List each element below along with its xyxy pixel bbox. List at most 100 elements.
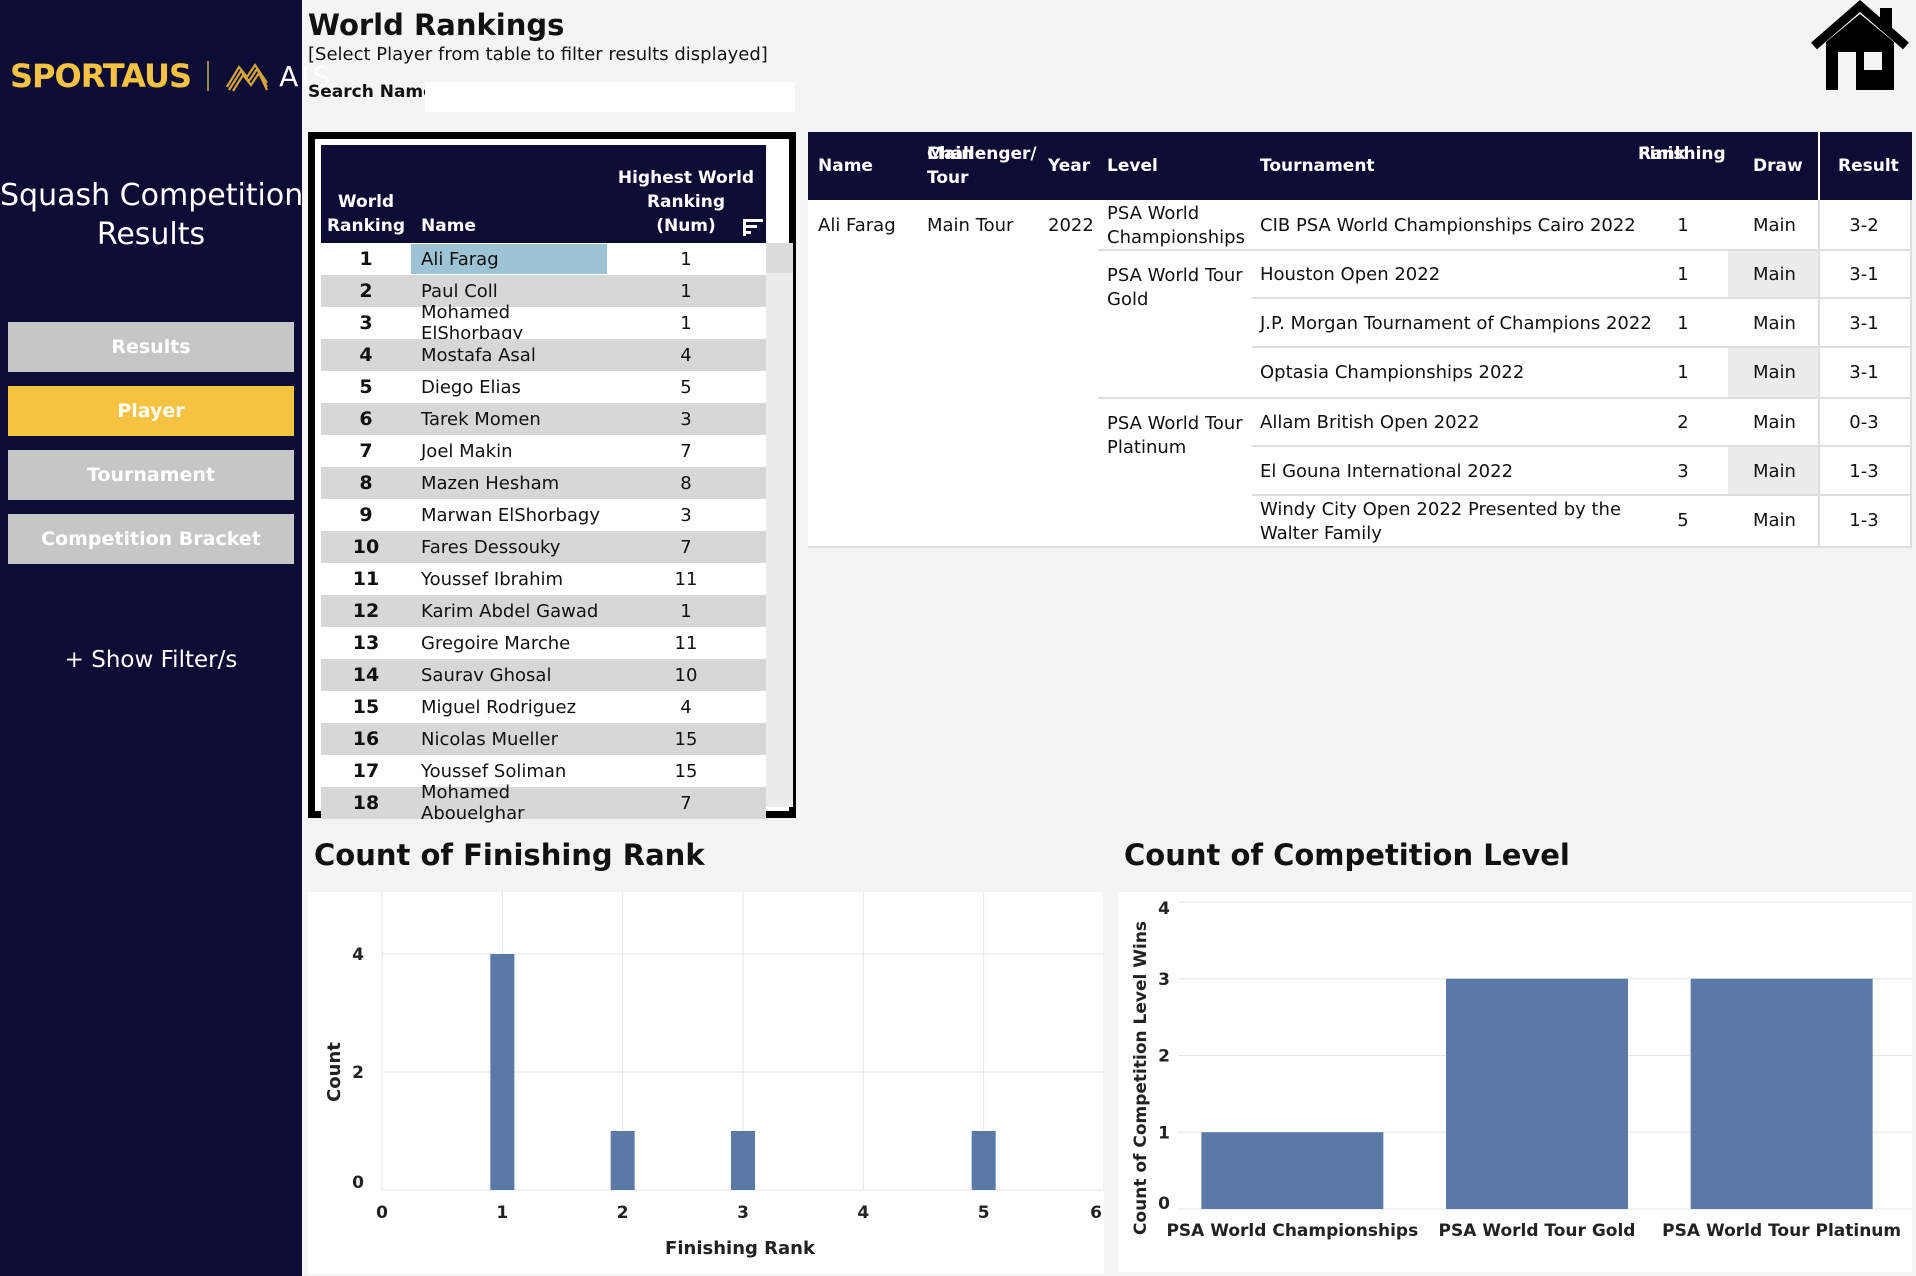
- ranking-row[interactable]: 3 Mohamed ElShorbagy 1: [321, 302, 766, 344]
- ranking-player-name[interactable]: Nicolas Mueller: [421, 728, 558, 750]
- nav-competition-bracket-button[interactable]: Competition Bracket: [8, 514, 294, 564]
- col-name[interactable]: Name: [421, 216, 476, 236]
- result-finishing-rank: 1: [1677, 215, 1689, 236]
- bar-competition-level-3[interactable]: [1690, 978, 1873, 1209]
- bar-finishing-rank-2[interactable]: [610, 1131, 635, 1190]
- bar-finishing-rank-5[interactable]: [971, 1131, 996, 1190]
- ranking-row[interactable]: 6 Tarek Momen 3: [321, 403, 766, 435]
- ranking-row[interactable]: 1 Ali Farag 1: [321, 243, 766, 275]
- ranking-highest: 10: [674, 664, 698, 686]
- ranking-number: 15: [352, 696, 380, 718]
- chart-finishing-rank-title: Count of Finishing Rank: [314, 838, 705, 872]
- bar-finishing-rank-1[interactable]: [490, 954, 515, 1190]
- app-title-line1: Squash Competition &: [0, 178, 337, 213]
- ranking-row[interactable]: 4 Mostafa Asal 4: [321, 339, 766, 371]
- y-axis-label: Count of Competition Level Wins: [1131, 921, 1151, 1235]
- col-tournament[interactable]: Tournament: [1260, 156, 1375, 176]
- ranking-number: 14: [352, 664, 380, 686]
- ranking-row[interactable]: 18 Mohamed Abouelghar 7: [321, 782, 766, 824]
- ranking-row[interactable]: 10 Fares Dessouky 7: [321, 531, 766, 563]
- ranking-highest: 5: [680, 376, 692, 398]
- ranking-row[interactable]: 14 Saurav Ghosal 10: [321, 659, 766, 691]
- x-category-label: PSA World Championships: [1166, 1221, 1418, 1241]
- ranking-number: 16: [352, 728, 380, 750]
- bar-finishing-rank-3[interactable]: [731, 1131, 755, 1190]
- search-label: Search Name: [308, 82, 435, 102]
- ranking-number: 12: [352, 600, 380, 622]
- ranking-row[interactable]: 7 Joel Makin 7: [321, 435, 766, 467]
- ranking-row[interactable]: 11 Youssef Ibrahim 11: [321, 563, 766, 595]
- ranking-player-name[interactable]: Mostafa Asal: [421, 344, 536, 366]
- rankings-scrollbar[interactable]: [766, 243, 793, 807]
- nav-player-button[interactable]: Player: [8, 386, 294, 436]
- y-tick-label: 4: [352, 945, 364, 965]
- ranking-row[interactable]: 17 Youssef Soliman 15: [321, 755, 766, 787]
- sidebar: SPORTAUS AIS Squash Competition & Result…: [0, 0, 337, 1276]
- show-filters-link[interactable]: + Show Filter/s: [64, 647, 238, 673]
- result-draw: Main: [1753, 510, 1796, 531]
- result-score: 3-2: [1849, 215, 1879, 236]
- ranking-highest: 11: [674, 632, 698, 654]
- nav-results-button[interactable]: Results: [8, 322, 294, 372]
- ranking-player-name[interactable]: Mohamed Abouelghar: [421, 782, 525, 824]
- bar-competition-level-2[interactable]: [1446, 978, 1628, 1209]
- ranking-number: 11: [352, 568, 380, 590]
- x-tick-label: 5: [978, 1203, 990, 1223]
- rankings-header: World Ranking Name Highest World Ranking…: [321, 145, 766, 243]
- ranking-row[interactable]: 13 Gregoire Marche 11: [321, 627, 766, 659]
- ranking-player-name[interactable]: Youssef Ibrahim: [421, 568, 564, 590]
- ranking-player-name[interactable]: Karim Abdel Gawad: [421, 600, 599, 622]
- result-score: 1-3: [1849, 461, 1879, 482]
- ranking-highest: 1: [680, 280, 692, 302]
- result-draw: Main: [1753, 362, 1796, 383]
- ranking-row[interactable]: 15 Miguel Rodriguez 4: [321, 691, 766, 723]
- ranking-number: 18: [352, 792, 380, 814]
- ranking-player-name[interactable]: Diego Elias: [421, 376, 521, 398]
- chart-finishing-rank: 0 1 2 3 4 5 6 0 2 4 Finishing Rank Count: [324, 892, 1105, 1259]
- ranking-row[interactable]: 8 Mazen Hesham 8: [321, 467, 766, 499]
- col-draw[interactable]: Draw: [1753, 156, 1803, 176]
- y-tick-label: 2: [352, 1063, 364, 1083]
- col-year[interactable]: Year: [1048, 156, 1091, 176]
- ranking-player-name[interactable]: Ali Farag: [411, 244, 607, 274]
- ranking-player-name[interactable]: Paul Coll: [421, 280, 498, 302]
- col-world-ranking[interactable]: World Ranking: [326, 192, 406, 236]
- result-year: 2022: [1048, 215, 1094, 236]
- col-level[interactable]: Level: [1107, 156, 1158, 176]
- ranking-player-name[interactable]: Tarek Momen: [421, 408, 541, 430]
- ranking-player-name[interactable]: Marwan ElShorbagy: [421, 504, 600, 526]
- col-name[interactable]: Name: [818, 156, 873, 176]
- ranking-player-name[interactable]: Gregoire Marche: [421, 632, 571, 654]
- sort-icon[interactable]: [742, 217, 764, 237]
- col-highest-ranking[interactable]: Highest World Ranking (Num): [617, 168, 755, 236]
- ranking-row[interactable]: 5 Diego Elias 5: [321, 371, 766, 403]
- ranking-player-name[interactable]: Miguel Rodriguez: [421, 696, 577, 718]
- result-tournament: CIB PSA World Championships Cairo 2022: [1260, 215, 1636, 236]
- app-title: Squash Competition & Results: [0, 176, 337, 254]
- home-icon[interactable]: [1808, 0, 1912, 94]
- ranking-row[interactable]: 9 Marwan ElShorbagy 3: [321, 499, 766, 531]
- scrollbar-thumb[interactable]: [766, 243, 793, 273]
- result-draw: Main: [1753, 215, 1796, 236]
- ranking-player-name[interactable]: Youssef Soliman: [421, 760, 567, 782]
- ranking-player-name[interactable]: Fares Dessouky: [421, 536, 561, 558]
- ranking-player-name[interactable]: Mohamed ElShorbagy: [421, 302, 524, 344]
- ranking-player-name[interactable]: Joel Makin: [421, 440, 513, 462]
- ranking-row[interactable]: 12 Karim Abdel Gawad 1: [321, 595, 766, 627]
- bar-competition-level-1[interactable]: [1201, 1132, 1384, 1209]
- nav-tournament-button[interactable]: Tournament: [8, 450, 294, 500]
- result-tournament: Windy City Open 2022 Presented by the Wal…: [1260, 499, 1622, 544]
- ranking-player-name[interactable]: Mazen Hesham: [421, 472, 560, 494]
- result-tournament: El Gouna International 2022: [1260, 461, 1514, 482]
- ranking-number: 3: [359, 312, 373, 334]
- ranking-player-name[interactable]: Saurav Ghosal: [421, 664, 552, 686]
- page-subtitle: [Select Player from table to filter resu…: [308, 44, 768, 65]
- col-result[interactable]: Result: [1838, 156, 1899, 176]
- ranking-highest: 1: [680, 600, 692, 622]
- y-tick-label: 1: [1158, 1123, 1170, 1143]
- ranking-number: 13: [352, 632, 380, 654]
- ranking-row[interactable]: 2 Paul Coll 1: [321, 275, 766, 307]
- ranking-row[interactable]: 16 Nicolas Mueller 15: [321, 723, 766, 755]
- search-name-input[interactable]: [425, 82, 795, 112]
- result-finishing-rank: 3: [1677, 461, 1689, 482]
